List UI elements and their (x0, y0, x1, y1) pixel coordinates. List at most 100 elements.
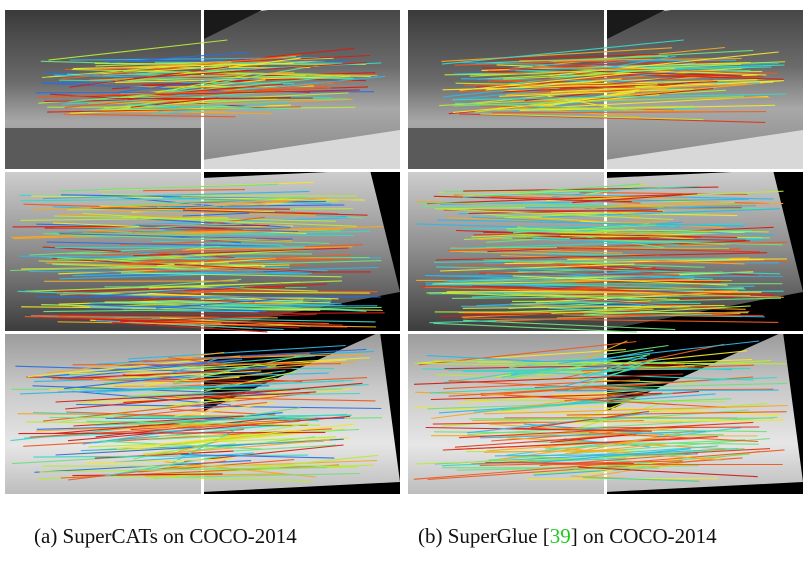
match-line (588, 264, 759, 276)
match-line (440, 263, 635, 272)
caption-a: (a) SuperCATs on COCO-2014 (34, 523, 297, 549)
match-line (24, 280, 343, 292)
match-line (58, 213, 226, 218)
match-line (452, 94, 660, 113)
match-line (180, 453, 335, 459)
match-line (183, 286, 318, 292)
match-line (433, 257, 730, 263)
match-line (63, 113, 236, 118)
match-line (43, 392, 310, 422)
match-line (572, 193, 698, 204)
match-line (462, 185, 701, 198)
match-line (102, 209, 317, 216)
match-line (11, 225, 383, 238)
match-line (97, 422, 258, 431)
match-line (552, 49, 754, 62)
match-line (508, 354, 651, 379)
match-line (462, 304, 725, 309)
row1-match-lines (35, 39, 386, 118)
match-line (58, 79, 294, 85)
match-line (184, 444, 344, 462)
match-line (458, 421, 754, 439)
match-line (133, 247, 349, 257)
match-line (84, 304, 263, 312)
match-line (496, 310, 750, 322)
match-line (435, 266, 781, 275)
match-line (550, 433, 633, 443)
match-line (159, 434, 282, 437)
match-line (550, 67, 676, 78)
match-line (507, 230, 710, 234)
match-line (65, 367, 293, 379)
match-line (414, 362, 689, 369)
match-line (133, 61, 367, 79)
match-line (459, 113, 766, 124)
match-line (171, 377, 368, 387)
match-line (110, 196, 307, 207)
match-line (59, 270, 314, 280)
match-line (485, 462, 634, 465)
match-line (20, 217, 229, 221)
match-line (59, 183, 279, 192)
match-line (479, 430, 706, 439)
match-line (480, 113, 704, 121)
match-line (483, 404, 788, 415)
match-line (506, 228, 769, 233)
match-line (505, 83, 747, 96)
match-line (443, 379, 641, 390)
match-line (155, 299, 332, 302)
match-line (142, 352, 310, 363)
match-line (130, 301, 359, 311)
match-line (135, 217, 354, 226)
match-line (582, 477, 699, 482)
match-line (85, 458, 234, 464)
match-line (52, 378, 262, 384)
match-line (585, 445, 719, 456)
match-line (585, 206, 641, 218)
match-line (547, 253, 627, 255)
match-line (578, 455, 695, 477)
match-line (578, 466, 758, 478)
match-line (56, 256, 370, 260)
match-line (101, 106, 356, 111)
match-line (120, 432, 307, 451)
row2-match-lines (10, 181, 385, 333)
match-line (168, 357, 227, 365)
match-line (100, 440, 263, 450)
caption-a-text: (a) SuperCATs on COCO-2014 (34, 524, 297, 548)
match-line (441, 292, 680, 301)
match-line (170, 357, 219, 374)
match-line (466, 53, 659, 62)
match-line (571, 429, 695, 454)
match-line (182, 209, 368, 216)
match-line (477, 361, 787, 365)
match-line (562, 314, 625, 317)
match-line (132, 467, 328, 471)
match-line (565, 443, 667, 455)
match-line (502, 80, 718, 93)
row1-right-corner (202, 10, 262, 40)
match-line (69, 357, 370, 375)
match-line (430, 392, 663, 401)
match-line (104, 98, 278, 109)
match-line (461, 304, 642, 307)
row-separator-2 (408, 331, 803, 334)
match-line (89, 285, 241, 298)
match-line (444, 271, 641, 282)
match-line (413, 373, 684, 385)
match-line (153, 472, 361, 479)
caption-b-suffix: ] on COCO-2014 (570, 524, 717, 548)
match-line (463, 312, 764, 317)
match-line (127, 344, 346, 360)
match-line (468, 209, 658, 215)
match-line (570, 238, 747, 241)
match-line (444, 364, 685, 370)
caption-b-citation-link[interactable]: 39 (549, 524, 571, 548)
match-line (538, 404, 781, 416)
match-line (454, 59, 632, 66)
match-line (415, 454, 685, 465)
match-line (486, 246, 729, 249)
match-line (554, 58, 635, 69)
match-line (184, 423, 309, 445)
match-line (497, 426, 677, 439)
